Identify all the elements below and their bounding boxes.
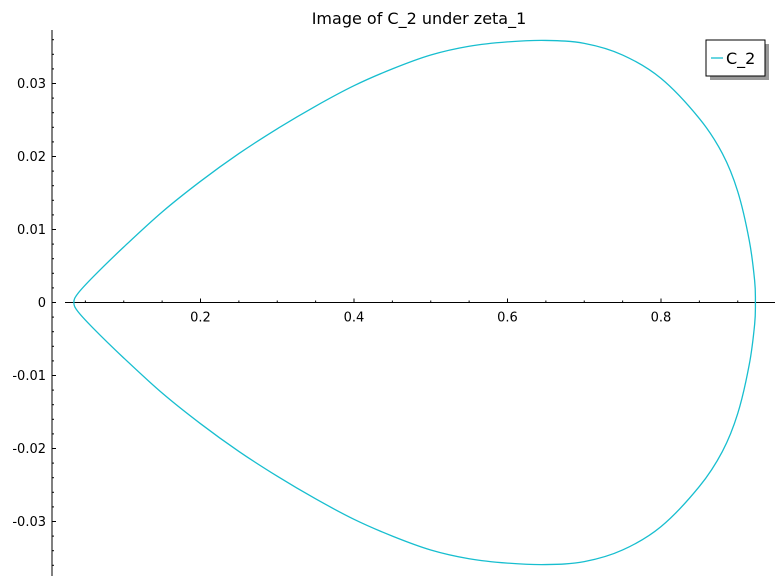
legend-label: C_2: [726, 49, 755, 69]
x-tick-label: 0.2: [190, 311, 211, 326]
x-tick-label: 0.4: [344, 311, 365, 326]
y-tick-label: 0.01: [17, 223, 46, 238]
x-tick-label: 0.8: [651, 311, 672, 326]
y-tick-label: 0: [38, 296, 46, 311]
legend: C_2: [705, 39, 769, 80]
y-tick-label: -0.03: [12, 515, 46, 530]
y-tick-label: 0.02: [17, 150, 46, 165]
y-tick-label: -0.01: [12, 369, 46, 384]
y-tick-label: 0.03: [17, 77, 46, 92]
axes: 0.2 0.4 0.6 0.8 0.03 0.02 0.01 0 -0.01 -0.02 -0.03: [12, 30, 775, 576]
y-tick-label: -0.02: [12, 442, 46, 457]
series-line-c-2: [73, 39, 757, 566]
x-tick-label: 0.6: [497, 311, 518, 326]
curve-layer: [73, 39, 757, 566]
chart-title: Image of C_2 under zeta_1: [312, 9, 527, 29]
